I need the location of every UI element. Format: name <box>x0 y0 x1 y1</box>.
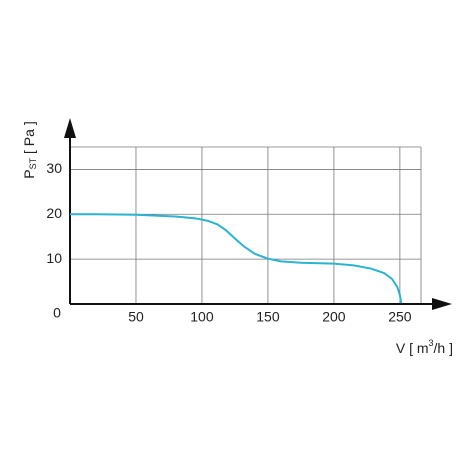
y-tick-label: 20 <box>46 205 62 221</box>
x-axis-arrow <box>432 298 452 310</box>
x-axis-label-part: 3 <box>429 338 434 348</box>
x-tick-label: 100 <box>190 309 214 325</box>
x-axis-label: V [ m3/h ] <box>396 338 453 355</box>
y-axis-label: PST [ Pa ] <box>21 121 39 178</box>
x-axis-label-part: V [ m <box>396 340 429 356</box>
x-tick-label: 200 <box>322 309 346 325</box>
y-tick-label: 30 <box>46 160 62 176</box>
curve <box>70 213 403 304</box>
x-tick-label: 250 <box>388 309 412 325</box>
y-axis-label-part: P <box>21 169 37 178</box>
x-tick-label: 150 <box>256 309 280 325</box>
y-tick-label: 10 <box>46 250 62 266</box>
y-axis-label-part: ST <box>28 157 38 169</box>
y-axis-arrow <box>64 118 76 138</box>
x-tick-label: 50 <box>128 309 144 325</box>
x-tick-label: 0 <box>53 305 61 321</box>
y-axis-label-part: [ Pa ] <box>21 121 37 158</box>
x-axis-label-part: /h ] <box>434 340 453 356</box>
